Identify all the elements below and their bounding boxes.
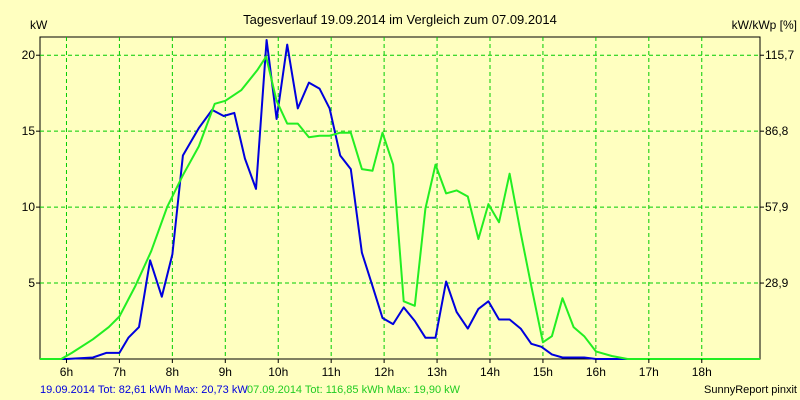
- y-right-tick-label: 115,7: [765, 48, 794, 62]
- y-axis-left-label: kW: [30, 18, 48, 32]
- plot-area: [39, 36, 761, 360]
- y-left-tick-label: 15: [22, 124, 36, 138]
- x-tick-label: 16h: [586, 365, 606, 379]
- chart-title: Tagesverlauf 19.09.2014 im Vergleich zum…: [243, 12, 557, 27]
- x-tick-label: 13h: [427, 365, 447, 379]
- x-axis-ticks: 6h 7h 8h 9h 10h 11h 12h 13h 14h 15h 16h 17h 18h: [60, 359, 712, 379]
- x-tick-label: 17h: [639, 365, 659, 379]
- x-tick-label: 14h: [480, 365, 500, 379]
- x-tick-label: 7h: [113, 365, 126, 379]
- x-tick-label: 10h: [268, 365, 288, 379]
- x-tick-label: 18h: [692, 365, 712, 379]
- grid: [40, 37, 760, 359]
- series-line-2: [40, 55, 760, 360]
- y-right-tick-label: 57,9: [765, 200, 789, 214]
- x-tick-label: 11h: [322, 365, 341, 379]
- x-tick-label: 6h: [60, 365, 73, 379]
- footer-series1-stats: 19.09.2014 Tot: 82,61 kWh Max: 20,73 kW: [40, 384, 248, 396]
- footer-credit: SunnyReport pinxit: [704, 384, 797, 396]
- y-axis-right-label: kW/kWp [%]: [732, 18, 797, 32]
- y-right-tick-label: 28,9: [765, 276, 789, 290]
- x-tick-label: 9h: [219, 365, 232, 379]
- y-left-tick-label: 10: [22, 200, 36, 214]
- series-layer: [40, 39, 760, 360]
- x-tick-label: 8h: [166, 365, 179, 379]
- y-left-tick-label: 20: [22, 48, 36, 62]
- footer-series2-stats: 07.09.2014 Tot: 116,85 kWh Max: 19,90 kW: [247, 384, 461, 396]
- y-left-tick-label: 5: [28, 276, 35, 290]
- y-axis-right-ticks: 28,9 57,9 86,8 115,7: [760, 48, 794, 290]
- y-right-tick-label: 86,8: [765, 124, 789, 138]
- x-tick-label: 12h: [374, 365, 394, 379]
- x-tick-label: 15h: [533, 365, 553, 379]
- series-line-1: [40, 39, 760, 360]
- y-axis-left-ticks: 5 10 15 20: [22, 48, 40, 290]
